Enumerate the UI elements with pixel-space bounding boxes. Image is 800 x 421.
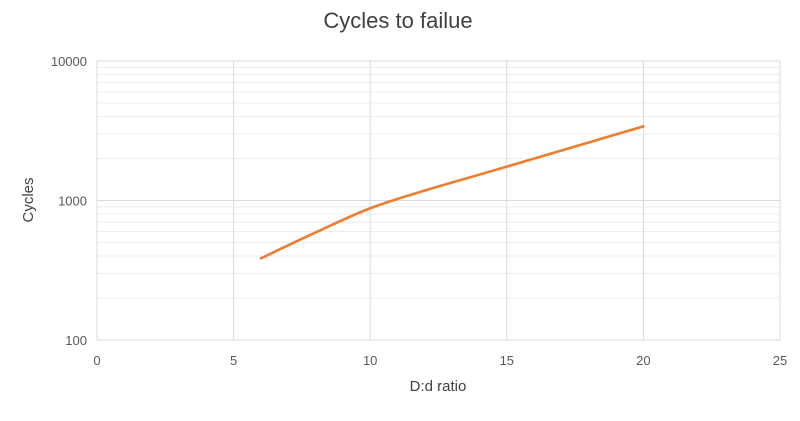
x-tick-label: 5 — [230, 353, 237, 368]
x-tick-label: 10 — [363, 353, 377, 368]
tick-labels: 100 1000 10000 0 5 10 15 20 25 — [51, 54, 787, 368]
chart-title: Cycles to failue — [323, 8, 472, 33]
major-gridlines — [96, 60, 781, 341]
x-tick-label: 15 — [500, 353, 514, 368]
x-axis-title: D:d ratio — [410, 378, 467, 395]
x-tick-label: 0 — [93, 353, 100, 368]
y-tick-label: 100 — [65, 333, 87, 348]
y-axis-title: Cycles — [20, 177, 37, 222]
series-line — [259, 125, 645, 260]
minor-gridlines — [97, 66, 780, 299]
series-layer — [259, 125, 645, 260]
y-tick-label: 10000 — [51, 54, 87, 69]
y-tick-label: 1000 — [58, 194, 87, 209]
x-tick-label: 20 — [636, 353, 650, 368]
x-tick-label: 25 — [773, 353, 787, 368]
